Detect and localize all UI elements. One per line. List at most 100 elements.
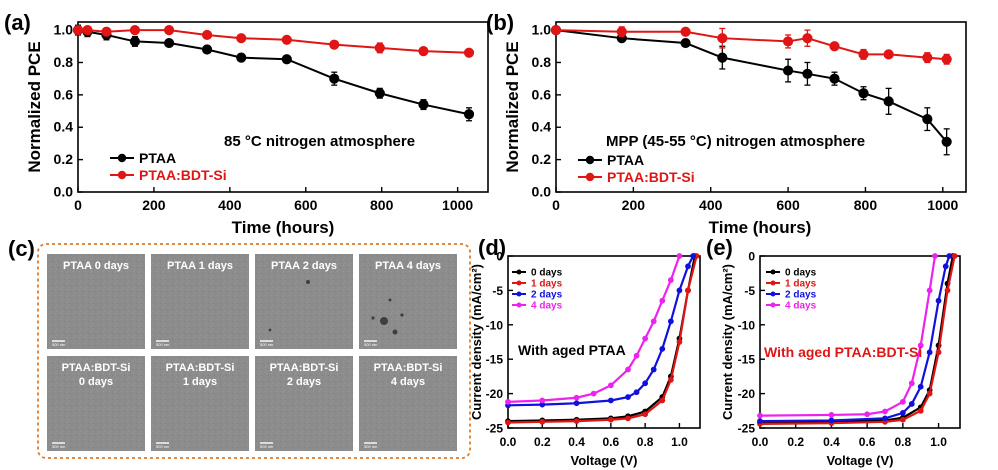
scale-bar-label: 500 nm bbox=[52, 444, 66, 449]
data-point bbox=[802, 68, 813, 79]
data-point bbox=[463, 109, 475, 120]
data-point bbox=[236, 52, 247, 63]
panel-label: (c) bbox=[8, 236, 35, 261]
sem-image bbox=[359, 356, 457, 451]
x-tick-label: 1.0 bbox=[930, 435, 947, 449]
sem-defect bbox=[388, 298, 392, 302]
legend-label: PTAA bbox=[139, 150, 176, 166]
data-point bbox=[281, 34, 292, 45]
data-point bbox=[782, 36, 794, 47]
scale-bar-label: 500 nm bbox=[260, 444, 274, 449]
legend-marker bbox=[117, 170, 127, 180]
data-point bbox=[164, 24, 175, 36]
x-tick-label: 0.0 bbox=[752, 435, 769, 449]
x-tick-label: 600 bbox=[776, 197, 800, 213]
sem-image bbox=[47, 254, 145, 349]
sem-label-line: PTAA 4 days bbox=[375, 260, 441, 272]
data-point bbox=[935, 297, 942, 304]
data-point bbox=[899, 409, 906, 416]
data-point bbox=[944, 287, 951, 294]
sem-image-tile: PTAA 4 days 500 nm bbox=[359, 254, 457, 349]
sem-label-line: PTAA:BDT-Si bbox=[166, 362, 235, 374]
x-tick-label: 0 bbox=[74, 197, 82, 213]
plot-frame bbox=[555, 21, 967, 193]
data-point bbox=[633, 352, 640, 359]
x-tick-label: 400 bbox=[218, 197, 242, 213]
data-point bbox=[858, 88, 869, 99]
data-point bbox=[281, 54, 292, 65]
sem-image bbox=[151, 356, 249, 451]
data-point bbox=[757, 418, 763, 425]
y-axis-label: Current density (mA/cm²) bbox=[720, 264, 735, 420]
data-point bbox=[418, 99, 429, 110]
data-point bbox=[642, 411, 649, 418]
data-point bbox=[625, 415, 631, 422]
data-point bbox=[633, 389, 640, 396]
data-point bbox=[607, 397, 614, 404]
data-point bbox=[659, 397, 666, 404]
y-tick-label: -25 bbox=[738, 422, 756, 436]
series-ptaa-bdt-si bbox=[72, 24, 475, 58]
data-point bbox=[642, 335, 649, 342]
data-point bbox=[650, 318, 657, 325]
x-tick-label: 1000 bbox=[442, 197, 473, 213]
sem-label-line: PTAA:BDT-Si bbox=[62, 362, 131, 374]
chart-panel-2: (d) 0.0 0.2 0.4 0.6 0.8 1.0 0 -5 -10 -15 -20 -25 Volt… bbox=[469, 235, 701, 468]
y-tick-label: -20 bbox=[486, 387, 504, 401]
data-point bbox=[539, 418, 546, 425]
sem-label: PTAA 0 days bbox=[63, 260, 129, 272]
data-point bbox=[625, 394, 631, 400]
y-tick-label: 0.0 bbox=[532, 184, 552, 200]
data-point bbox=[72, 24, 84, 36]
data-point bbox=[917, 342, 924, 349]
data-point bbox=[463, 47, 475, 58]
data-point bbox=[685, 287, 691, 294]
data-point bbox=[573, 400, 580, 407]
sem-image-tile: PTAA:BDT-Si 4 days 500 nm bbox=[359, 356, 457, 451]
data-point bbox=[590, 390, 597, 397]
data-point bbox=[101, 26, 112, 37]
legend-label: 0 days bbox=[785, 268, 817, 279]
series-4-days bbox=[505, 253, 683, 405]
sem-defect bbox=[400, 313, 404, 317]
chart-panel-3: (e) 0.0 0.2 0.4 0.6 0.8 1.0 0 -5 -10 -15 -20 -25 Volt… bbox=[706, 235, 961, 468]
sem-label: PTAA 4 days bbox=[375, 260, 441, 272]
x-tick-label: 200 bbox=[142, 197, 166, 213]
scale-bar-label: 500 nm bbox=[364, 444, 378, 449]
data-point bbox=[685, 263, 691, 270]
x-tick-label: 0.8 bbox=[895, 435, 912, 449]
y-axis-label: Normalized PCE bbox=[503, 41, 522, 172]
y-tick-label: 0.4 bbox=[532, 119, 552, 135]
x-tick-label: 0.4 bbox=[568, 435, 585, 449]
sem-label: PTAA 2 days bbox=[271, 260, 337, 272]
series-line bbox=[507, 255, 681, 403]
sem-image-tile: PTAA 2 days 500 nm bbox=[255, 254, 353, 349]
series-line bbox=[555, 29, 948, 143]
data-point bbox=[941, 54, 952, 65]
panel-label: (b) bbox=[486, 10, 514, 35]
x-tick-label: 200 bbox=[622, 197, 646, 213]
sem-label: PTAA:BDT-Si 1 days bbox=[166, 362, 235, 388]
data-point bbox=[882, 415, 888, 422]
scale-bar-label: 500 nm bbox=[260, 342, 274, 347]
y-tick-label: -25 bbox=[486, 422, 504, 436]
panel-label: (e) bbox=[706, 235, 733, 260]
sem-label-line: PTAA:BDT-Si bbox=[270, 362, 339, 374]
y-tick-label: 0.6 bbox=[54, 86, 74, 102]
sem-image-tile: PTAA 0 days 500 nm bbox=[47, 254, 145, 349]
data-point bbox=[236, 33, 247, 44]
y-tick-label: 0.2 bbox=[532, 151, 552, 167]
sem-image bbox=[255, 254, 353, 349]
y-tick-label: 0.8 bbox=[532, 54, 552, 70]
data-point bbox=[828, 412, 835, 418]
y-axis-label: Normalized PCE bbox=[25, 41, 44, 172]
sem-image-tile: PTAA 1 days 500 nm bbox=[151, 254, 249, 349]
data-point bbox=[650, 366, 657, 373]
y-axis-label: Current density (mA/cm²) bbox=[469, 264, 484, 420]
legend-marker bbox=[770, 291, 776, 297]
data-point bbox=[757, 412, 763, 419]
chart-annotation: MPP (45-55 °C) nitrogen atmosphere bbox=[606, 133, 865, 150]
legend-label: 4 days bbox=[785, 301, 817, 312]
